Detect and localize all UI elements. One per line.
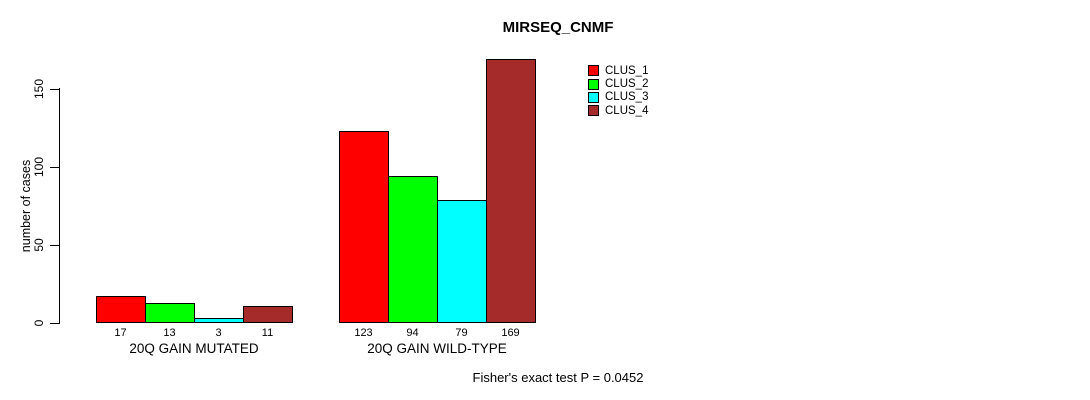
y-axis-label: number of cases: [19, 159, 33, 253]
bar-CLUS_4: [486, 59, 536, 323]
bar-value-label: 169: [501, 327, 520, 339]
bar-CLUS_1: [96, 296, 146, 323]
legend-item: CLUS_4: [588, 104, 648, 117]
legend: CLUS_1 CLUS_2 CLUS_3 CLUS_4: [588, 64, 648, 118]
y-tick-mark: [50, 89, 60, 90]
legend-label: CLUS_2: [605, 78, 649, 91]
y-tick-label: 0: [32, 319, 46, 327]
legend-swatch-CLUS_4: [588, 105, 599, 117]
y-tick-label: 50: [32, 238, 46, 252]
y-axis-line: [59, 88, 60, 323]
legend-item: CLUS_2: [588, 77, 648, 90]
chart-title: MIRSEQ_CNMF: [502, 19, 614, 36]
y-tick-mark: [50, 167, 60, 168]
y-tick-mark: [50, 245, 60, 246]
group-label: 20Q GAIN MUTATED: [129, 341, 259, 356]
bar-value-label: 123: [354, 327, 373, 339]
bar-value-label: 11: [261, 327, 274, 339]
bar-CLUS_4: [243, 306, 293, 323]
y-tick-mark: [50, 323, 60, 324]
legend-swatch-CLUS_2: [588, 78, 599, 90]
y-tick-label: 100: [32, 156, 46, 178]
bar-CLUS_3: [437, 200, 487, 323]
bar-CLUS_2: [145, 303, 195, 323]
bar-value-label: 17: [114, 327, 127, 339]
legend-swatch-CLUS_3: [588, 91, 599, 103]
legend-label: CLUS_4: [605, 104, 649, 117]
bar-value-label: 13: [163, 327, 176, 339]
legend-swatch-CLUS_1: [588, 65, 599, 77]
legend-item: CLUS_3: [588, 91, 648, 104]
legend-label: CLUS_3: [605, 91, 649, 104]
bar-CLUS_2: [388, 176, 438, 323]
annotation-text: Fisher's exact test P = 0.0452: [472, 370, 644, 385]
bar-value-label: 94: [406, 327, 419, 339]
bar-value-label: 3: [215, 327, 222, 339]
legend-label: CLUS_1: [605, 64, 649, 77]
y-tick-label: 150: [32, 78, 46, 100]
bar-CLUS_3: [194, 318, 244, 323]
legend-item: CLUS_1: [588, 64, 648, 77]
group-label: 20Q GAIN WILD-TYPE: [367, 341, 507, 356]
bar-CLUS_1: [339, 131, 389, 323]
bar-value-label: 79: [455, 327, 468, 339]
